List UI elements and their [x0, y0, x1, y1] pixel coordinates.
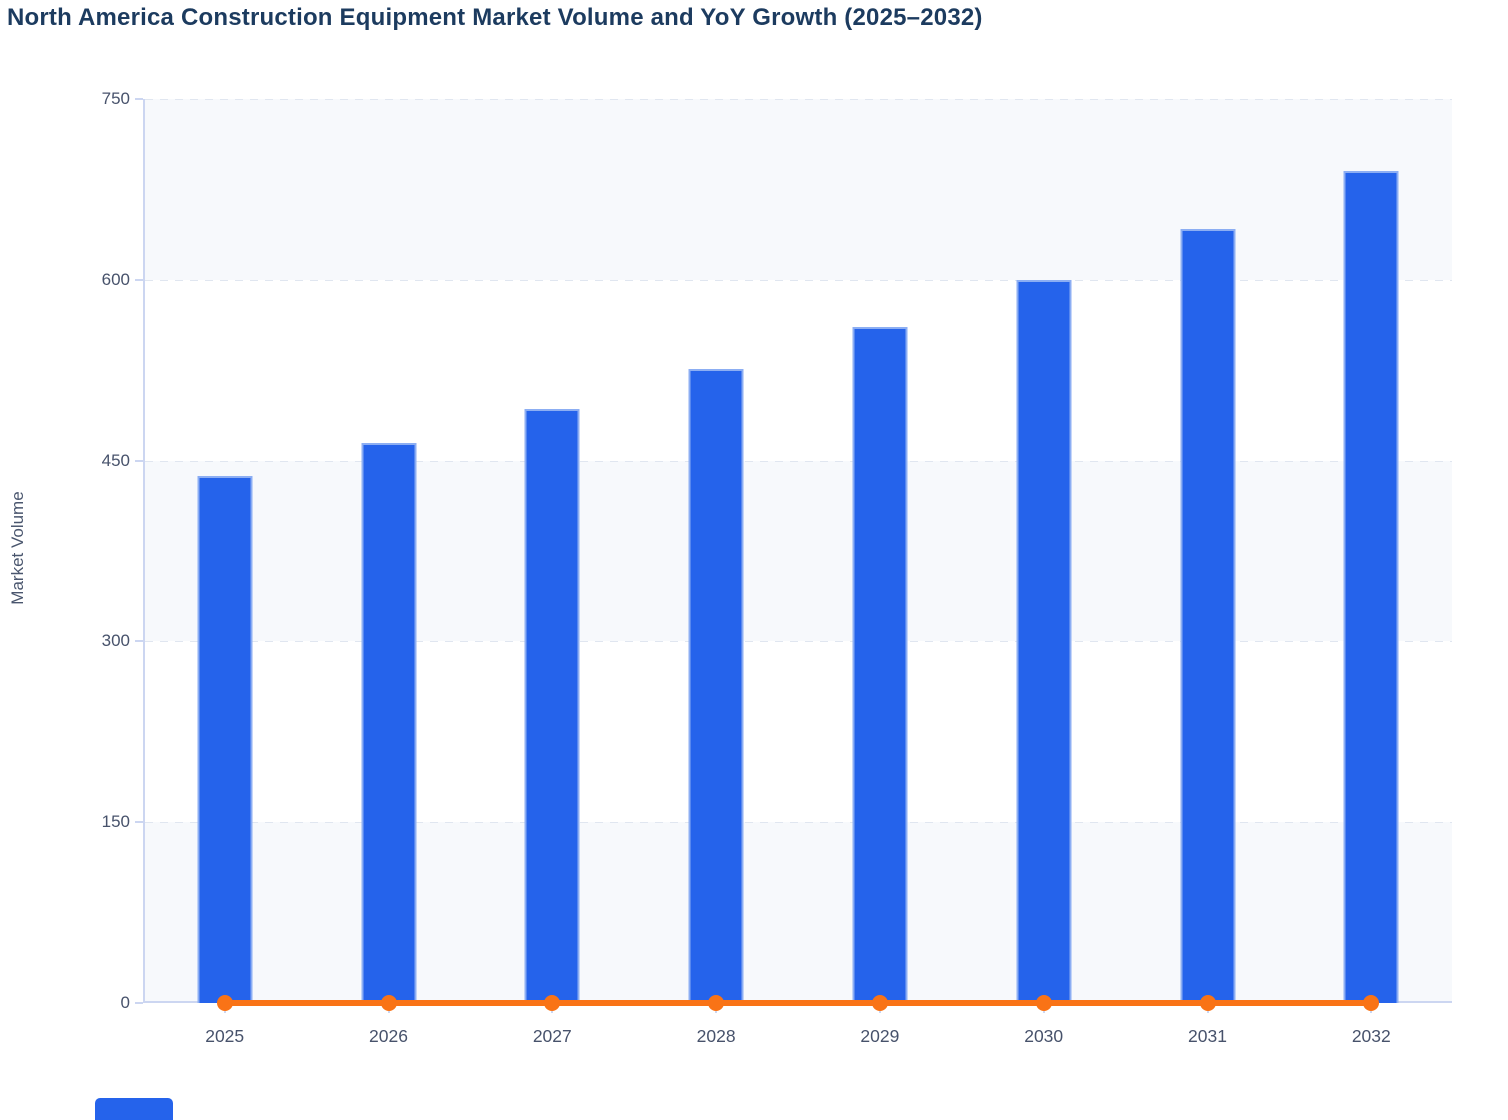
yoy-marker-2025[interactable] [216, 995, 233, 1011]
y-axis-line [143, 99, 145, 1003]
bar-2030[interactable] [1016, 279, 1072, 1003]
x-axis-label-2027: 2027 [532, 1026, 572, 1046]
x-axis-label-2025: 2025 [205, 1026, 245, 1046]
gridline-150 [145, 822, 1452, 824]
y-tick-mark [135, 98, 143, 100]
gridline-450 [145, 460, 1452, 462]
y-tick-mark [135, 821, 143, 824]
bar-2029[interactable] [852, 326, 908, 1003]
x-axis-label-2032: 2032 [1351, 1026, 1391, 1046]
bar-2026[interactable] [361, 442, 416, 1003]
y-tick-label: 300 [101, 631, 130, 651]
yoy-marker-2028[interactable] [708, 995, 725, 1011]
x-axis-label-2030: 2030 [1024, 1026, 1064, 1046]
y-tick-mark [135, 640, 143, 643]
y-tick-mark [135, 459, 143, 462]
bar-2032[interactable] [1343, 171, 1399, 1003]
bar-2031[interactable] [1180, 229, 1235, 1003]
background-band [145, 822, 1452, 1003]
bar-2025[interactable] [197, 476, 253, 1003]
gridline-750 [145, 99, 1452, 100]
yoy-marker-2032[interactable] [1363, 995, 1380, 1011]
gridline-300 [145, 641, 1452, 643]
y-tick-mark [135, 1002, 143, 1004]
x-axis-label-2028: 2028 [696, 1026, 736, 1046]
legend-swatch-market-volume[interactable] [95, 1098, 173, 1120]
y-axis-title: Market Volume [8, 491, 27, 605]
yoy-marker-2027[interactable] [544, 995, 561, 1011]
y-tick-label: 600 [101, 269, 130, 289]
yoy-marker-2031[interactable] [1199, 995, 1216, 1011]
bar-2028[interactable] [688, 368, 744, 1003]
yoy-marker-2026[interactable] [380, 995, 397, 1011]
y-tick-label: 450 [101, 450, 130, 470]
yoy-marker-2029[interactable] [871, 995, 888, 1011]
x-axis-label-2026: 2026 [369, 1026, 408, 1046]
chart-title: North America Construction Equipment Mar… [7, 4, 983, 31]
plot-area: 0 150 300 450 600 750 2025 2026 2027 2028 2029 2030… [102, 89, 1452, 1046]
yoy-growth-line [224, 1000, 1372, 1006]
y-tick-label: 750 [101, 89, 130, 108]
y-tick-label: 0 [120, 993, 130, 1012]
background-band [145, 99, 1452, 280]
gridline-600 [145, 279, 1452, 281]
yoy-marker-2030[interactable] [1035, 995, 1052, 1011]
background-band [145, 460, 1452, 642]
x-axis-label-2031: 2031 [1188, 1026, 1227, 1046]
bar-2027[interactable] [524, 408, 580, 1003]
y-tick-mark [135, 278, 143, 281]
x-axis-label-2029: 2029 [860, 1026, 900, 1046]
y-tick-label: 150 [101, 812, 130, 832]
